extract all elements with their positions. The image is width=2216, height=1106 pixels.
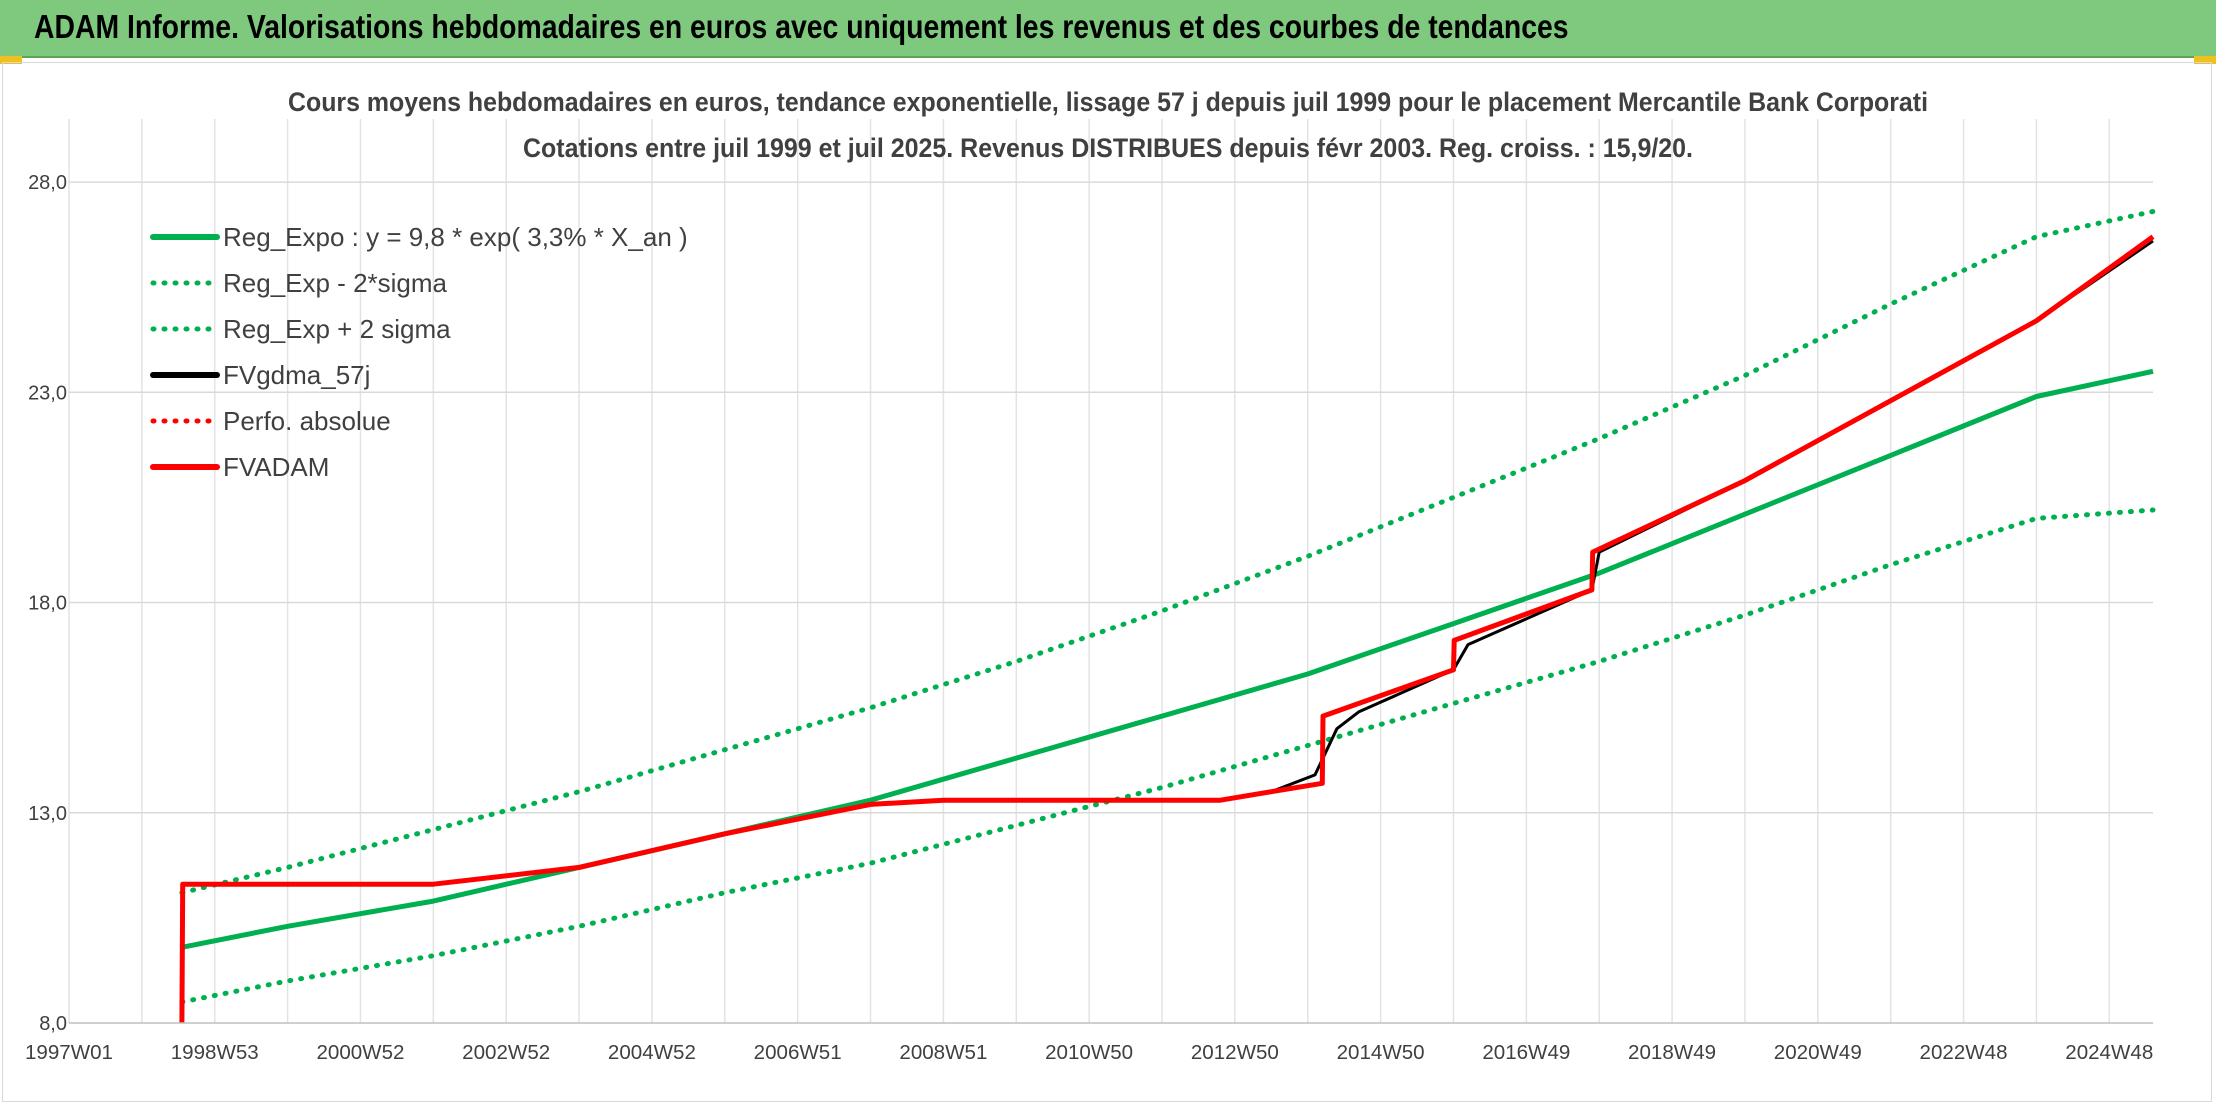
x-axis-labels: 1997W01 1998W53 2000W52 2002W52 2004W52 2006W… — [25, 1042, 2153, 1064]
x-tick-label: 2008W51 — [899, 1042, 987, 1064]
chart-series — [179, 209, 2156, 1024]
corner-accent-left — [0, 56, 22, 64]
corner-accent-right — [2194, 56, 2216, 64]
chart-title-line-2: Cotations entre juil 1999 et juil 2025. … — [523, 133, 1693, 163]
legend-label-3: FVgdma_57j — [223, 360, 370, 390]
y-tick-label: 28,0 — [28, 172, 67, 194]
x-tick-label: 2012W50 — [1191, 1042, 1279, 1064]
y-axis-labels: 8,0 13,0 18,0 23,0 28,0 — [28, 172, 67, 1035]
legend-label-2: Reg_Exp + 2 sigma — [223, 314, 451, 344]
x-tick-label: 2006W51 — [754, 1042, 842, 1064]
x-tick-label: 1998W53 — [171, 1042, 259, 1064]
series-line-0 — [181, 368, 2154, 950]
series-line-5 — [179, 234, 2155, 1024]
legend-label-4: Perfo. absolue — [223, 406, 391, 436]
x-tick-label: 2018W49 — [1628, 1042, 1716, 1064]
y-tick-label: 13,0 — [28, 803, 67, 825]
gridlines — [68, 119, 2153, 1023]
x-tick-label: 2014W50 — [1337, 1042, 1425, 1064]
legend-label-1: Reg_Exp - 2*sigma — [223, 268, 448, 298]
y-tick-label: 18,0 — [28, 593, 67, 615]
x-tick-label: 2010W50 — [1045, 1042, 1133, 1064]
x-tick-label: 2004W52 — [608, 1042, 696, 1064]
legend: Reg_Expo : y = 9,8 * exp( 3,3% * X_an ) R… — [150, 222, 688, 482]
line-chart: 8,0 13,0 18,0 23,0 28,0 1997W01 1998W53 2000W5… — [25, 87, 2156, 1064]
x-tick-label: 2022W48 — [1920, 1042, 2008, 1064]
x-tick-label: 1997W01 — [25, 1042, 113, 1064]
series-line-2 — [179, 209, 2156, 896]
report-title: ADAM Informe. Valorisations hebdomadaire… — [34, 8, 1569, 45]
report-banner: ADAM Informe. Valorisations hebdomadaire… — [0, 0, 2216, 58]
x-tick-label: 2020W49 — [1774, 1042, 1862, 1064]
y-tick-label: 23,0 — [28, 382, 67, 404]
chart-area: 8,0 13,0 18,0 23,0 28,0 1997W01 1998W53 2000W5… — [2, 62, 2212, 1102]
series-line-1 — [179, 507, 2156, 1005]
legend-label-5: FVADAM — [223, 452, 329, 482]
chart-title: Cours moyens hebdomadaires en euros, ten… — [288, 87, 1928, 163]
x-tick-label: 2024W48 — [2065, 1042, 2153, 1064]
chart-title-line-1: Cours moyens hebdomadaires en euros, ten… — [288, 87, 1928, 117]
y-tick-label: 8,0 — [39, 1013, 67, 1035]
x-tick-label: 2000W52 — [316, 1042, 404, 1064]
x-tick-label: 2002W52 — [462, 1042, 550, 1064]
legend-label-0: Reg_Expo : y = 9,8 * exp( 3,3% * X_an ) — [223, 222, 688, 252]
x-tick-label: 2016W49 — [1482, 1042, 1570, 1064]
series-line-3 — [180, 239, 2154, 1024]
